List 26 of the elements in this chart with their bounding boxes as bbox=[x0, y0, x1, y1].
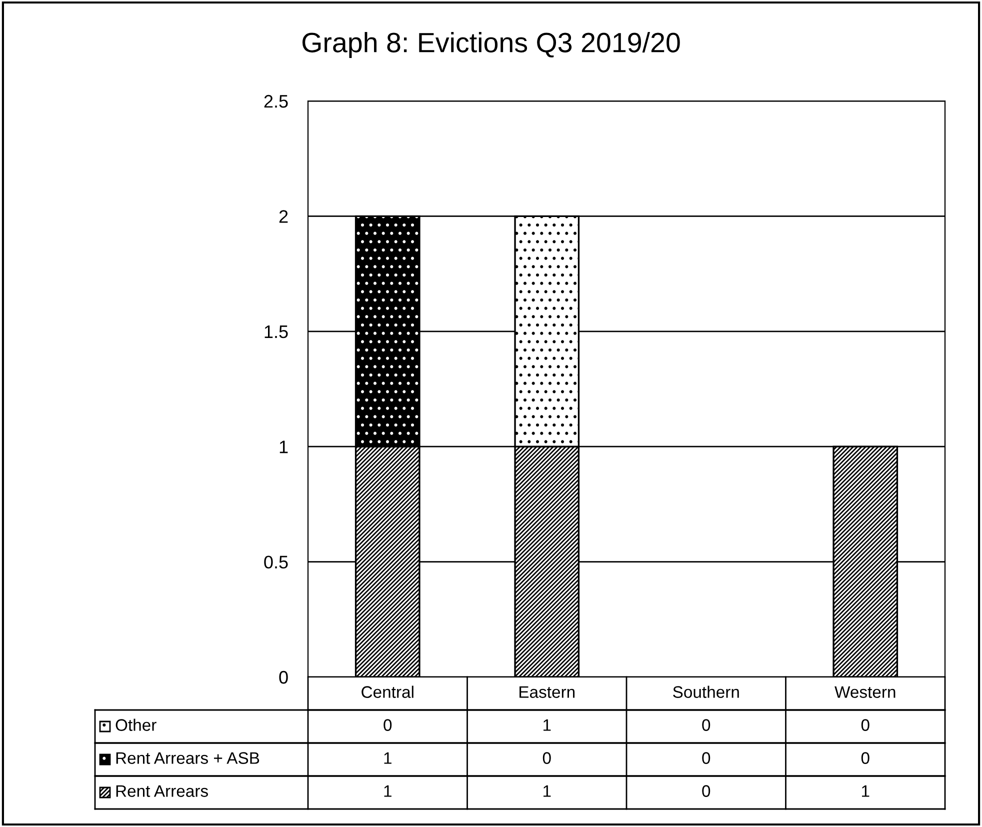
y-tick-label: 0 bbox=[279, 670, 288, 684]
data-label: 0 bbox=[861, 719, 870, 731]
data-label: 1 bbox=[862, 785, 870, 797]
legend-label: Other bbox=[116, 718, 156, 731]
chart-title: Graph 8: Evictions Q3 2019/20 bbox=[302, 32, 680, 58]
data-label: 0 bbox=[542, 752, 551, 764]
legend-label: Rent Arrears + ASB bbox=[116, 752, 260, 764]
x-tick-label: Eastern bbox=[520, 686, 575, 698]
y-tick-label: 1 bbox=[280, 440, 288, 454]
y-tick-label: 2 bbox=[279, 210, 288, 223]
data-label: 0 bbox=[702, 719, 710, 731]
data-label: 1 bbox=[384, 785, 392, 797]
x-tick-label: Western bbox=[834, 686, 896, 698]
x-tick-label: Southern bbox=[673, 686, 739, 698]
legend-label: Rent Arrears bbox=[116, 785, 208, 797]
y-tick-label: 2.5 bbox=[264, 94, 288, 108]
data-label: 1 bbox=[384, 752, 392, 764]
data-label: 1 bbox=[544, 719, 551, 731]
data-label: 0 bbox=[384, 719, 392, 731]
x-tick-label: Central bbox=[362, 686, 414, 698]
y-tick-label: 0.5 bbox=[264, 556, 288, 569]
data-label: 0 bbox=[702, 752, 710, 764]
data-label: 0 bbox=[861, 752, 870, 764]
data-label: 0 bbox=[702, 785, 710, 797]
y-tick-label: 1.5 bbox=[264, 326, 288, 338]
data-label: 1 bbox=[544, 785, 551, 797]
